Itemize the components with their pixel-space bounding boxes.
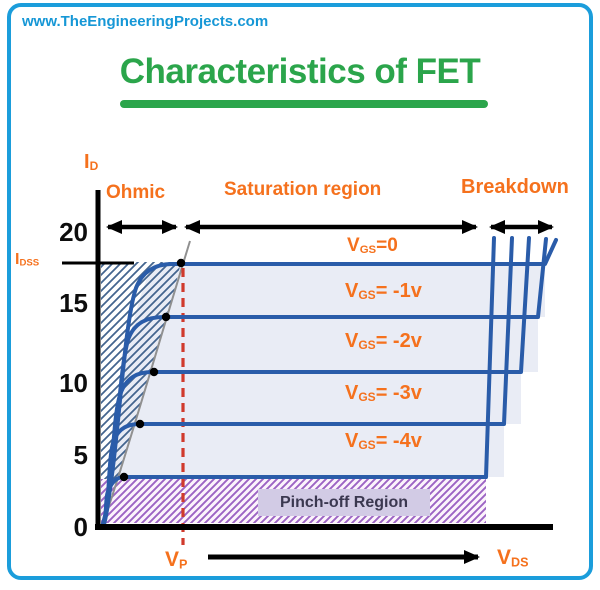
curve-label-vgs-minus2: VGS= -2v: [345, 330, 422, 353]
vp-label: VP: [165, 548, 187, 572]
y-tick-10: 10: [59, 368, 88, 398]
curve-label-sub: GS: [358, 438, 376, 453]
vp-label-main: V: [165, 548, 180, 571]
knee-dot-vgs-minus1: [161, 312, 171, 322]
idss-label-sub: DSS: [19, 257, 40, 269]
curve-label-value: =0: [376, 235, 398, 256]
y-axis-label: ID: [84, 151, 98, 174]
curve-label-sub: GS: [358, 390, 376, 405]
curve-label-main: V: [345, 330, 359, 352]
knee-dot-vgs-minus4: [119, 472, 129, 482]
ohmic-hatch: [101, 262, 181, 523]
pinch-off-locus-line: [103, 240, 191, 522]
curve-label-value: = -4v: [375, 430, 422, 452]
region-label-saturation: Saturation region: [224, 179, 382, 200]
vds-label: VDS: [497, 546, 529, 570]
curve-label-sub: GS: [358, 288, 376, 303]
website-link[interactable]: www.TheEngineeringProjects.com: [22, 13, 269, 30]
vp-label-sub: P: [179, 557, 188, 572]
page-title: Characteristics of FET: [119, 52, 481, 91]
curve-family-fill: [104, 264, 545, 523]
y-axis-label-sub: D: [89, 159, 99, 174]
y-tick-0: 0: [73, 512, 88, 542]
curve-label-vgs-minus1: VGS= -1v: [345, 280, 422, 303]
knee-dot-vgs-0: [176, 258, 186, 268]
y-tick-5: 5: [73, 440, 88, 470]
idss-label-main: I: [15, 251, 20, 268]
curve-label-main: V: [345, 382, 359, 404]
y-tick-20: 20: [59, 217, 88, 247]
vds-label-main: V: [497, 546, 512, 569]
curve-label-value: = -3v: [375, 382, 422, 404]
region-label-breakdown: Breakdown: [461, 176, 569, 198]
curve-label-main: V: [345, 280, 359, 302]
title-underline: [120, 100, 488, 108]
y-tick-15: 15: [59, 288, 88, 318]
pinch-off-region-label: Pinch-off Region: [258, 489, 430, 516]
curve-label-vgs-minus3: VGS= -3v: [345, 382, 422, 405]
curve-label-vgs-0: VGS=0: [347, 235, 398, 257]
idss-label: IDSS: [15, 251, 39, 269]
curve-label-vgs-minus4: VGS= -4v: [345, 430, 422, 453]
curve-label-sub: GS: [359, 244, 377, 257]
y-axis-label-main: I: [84, 151, 90, 173]
knee-dot-vgs-minus2: [149, 367, 159, 377]
knee-dot-vgs-minus3: [135, 419, 145, 429]
region-label-ohmic: Ohmic: [106, 182, 166, 203]
curve-label-value: = -2v: [375, 330, 422, 352]
curve-label-sub: GS: [358, 338, 376, 353]
vds-label-sub: DS: [511, 555, 529, 570]
curve-label-value: = -1v: [375, 280, 422, 302]
curve-label-main: V: [345, 430, 359, 452]
curve-label-main: V: [347, 235, 360, 256]
